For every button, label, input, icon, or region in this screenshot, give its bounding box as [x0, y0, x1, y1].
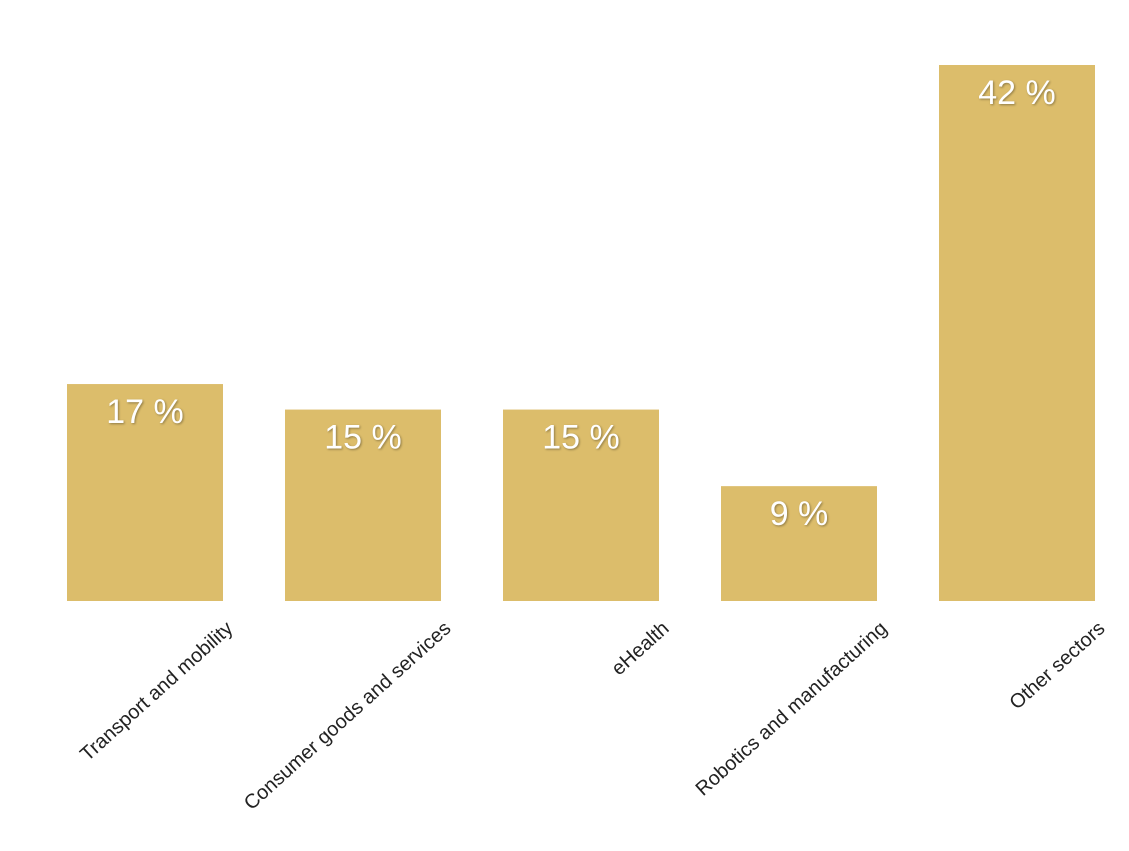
bar-value-label: 42 % — [978, 74, 1056, 112]
bar-value-label: 15 % — [324, 419, 402, 457]
bar — [721, 486, 877, 601]
bar — [939, 65, 1095, 601]
category-label: Transport and mobility — [76, 617, 237, 765]
category-label: Consumer goods and services — [240, 617, 455, 814]
bar-value-label: 15 % — [542, 419, 620, 457]
value-labels-group: 17 % 15 % 15 % 9 % 42 % — [106, 74, 1056, 533]
bar-value-label: 17 % — [106, 393, 184, 431]
bars-group — [67, 65, 1095, 601]
bar — [285, 409, 441, 601]
bar-value-label: 9 % — [770, 495, 829, 533]
category-labels-group: Transport and mobility Consumer goods and… — [76, 617, 1109, 814]
bar — [503, 409, 659, 601]
category-label: Other sectors — [1006, 617, 1110, 714]
category-label: Robotics and manufacturing — [692, 617, 892, 800]
category-label: eHealth — [607, 617, 673, 679]
bar — [67, 384, 223, 601]
